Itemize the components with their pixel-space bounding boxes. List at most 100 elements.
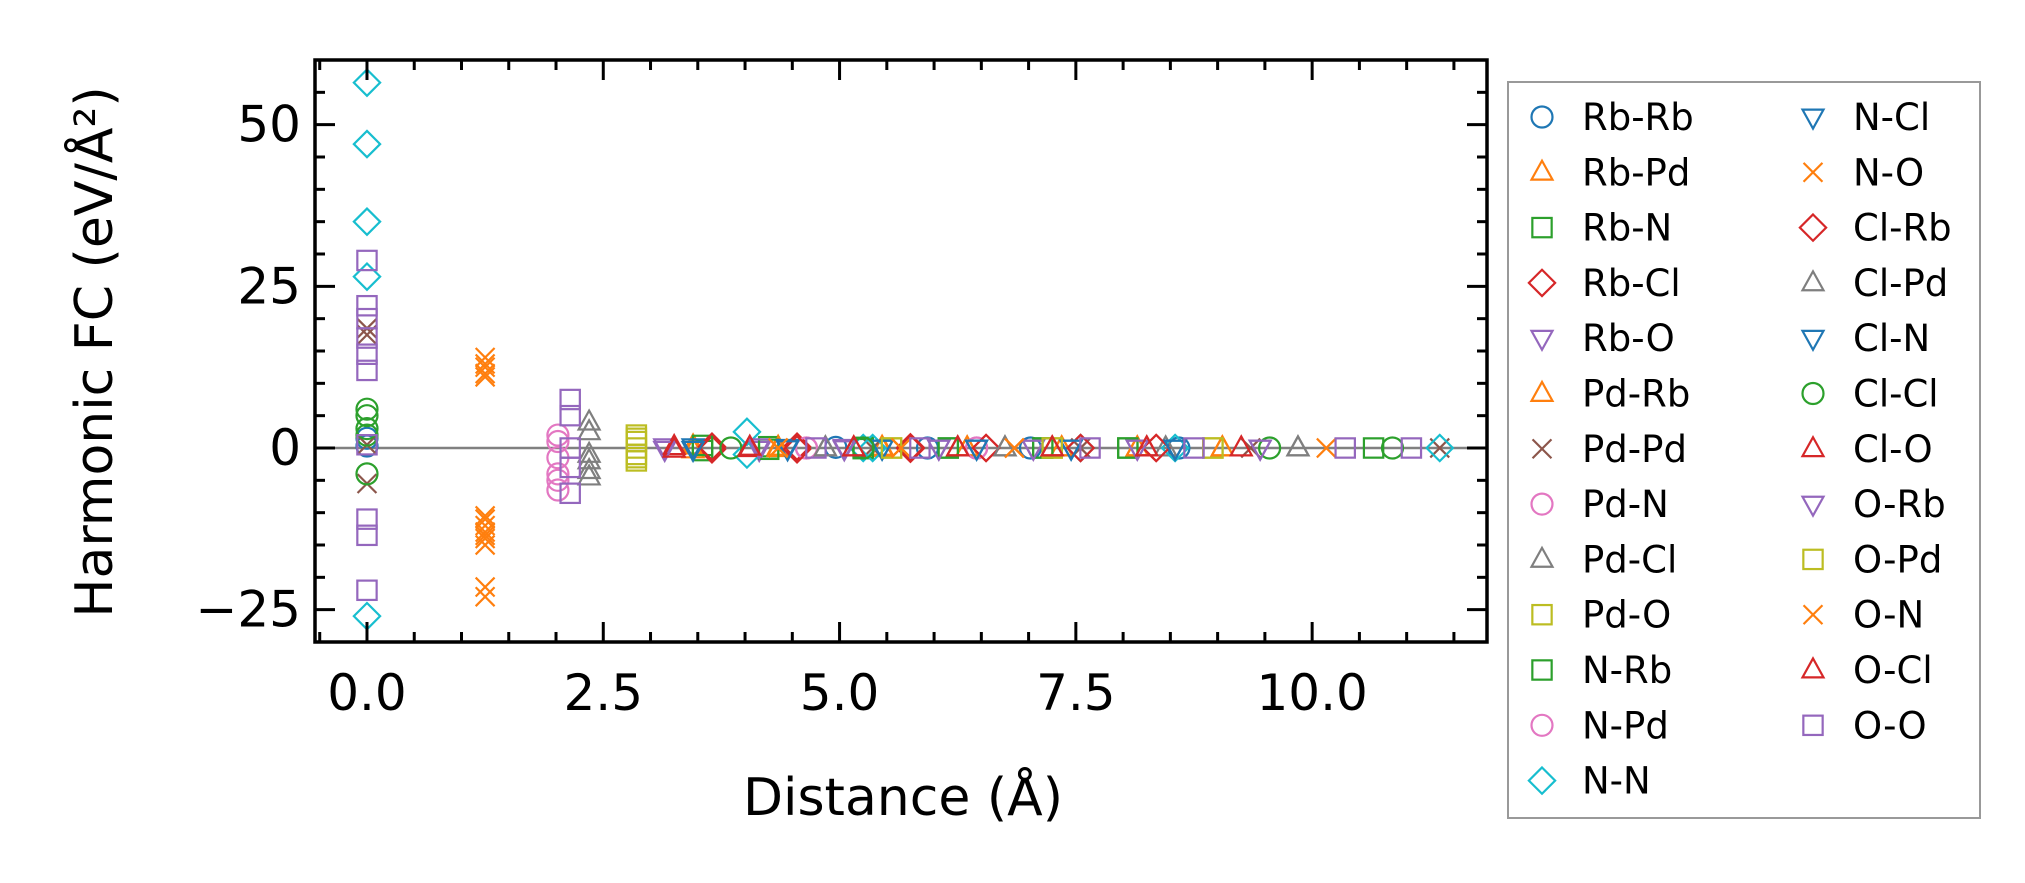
data-point [1117, 437, 1139, 459]
legend-label: Pd-O [1582, 594, 1671, 637]
data-point [1425, 433, 1455, 463]
data-point [474, 508, 496, 530]
legend-entry: Pd-N [1530, 483, 1669, 526]
data-point [971, 433, 1001, 463]
legend-label: Rb-O [1582, 317, 1675, 360]
x-tick-label: 5.0 [800, 664, 880, 722]
data-point [1020, 439, 1046, 462]
data-point [356, 327, 378, 349]
data-point [691, 434, 714, 457]
data-point [1380, 436, 1405, 460]
data-point [1247, 439, 1273, 462]
legend-entry: O-Pd [1802, 538, 1942, 581]
data-point [737, 433, 763, 456]
data-point [546, 462, 570, 486]
data-point [546, 429, 570, 454]
legend-entry: Pd-Rb [1529, 373, 1690, 416]
legend-label: N-Rb [1582, 649, 1672, 692]
data-point [746, 438, 772, 461]
data-point [945, 434, 971, 457]
legend-entry: Cl-Rb [1798, 207, 1952, 250]
legend-label: Rb-N [1582, 207, 1672, 250]
data-point [356, 359, 378, 382]
legend-marker [1529, 545, 1555, 568]
legend-marker [1530, 492, 1554, 516]
data-point [926, 439, 952, 462]
legend-label: Cl-Pd [1853, 262, 1948, 305]
data-point [890, 437, 912, 459]
legend-marker [1527, 765, 1557, 796]
legend-entry: N-Pd [1530, 704, 1669, 747]
legend-entry: O-Cl [1800, 649, 1933, 692]
x-tick-labels: 0.0 2.5 5.0 7.5 10.0 [327, 664, 1368, 722]
data-point [1141, 433, 1171, 463]
data-point [841, 434, 867, 457]
data-point [1285, 434, 1311, 457]
legend-label: N-Pd [1582, 704, 1669, 747]
data-point [625, 446, 648, 469]
data-point [355, 404, 379, 428]
data-point [356, 524, 378, 547]
legend-label: O-Pd [1853, 538, 1942, 581]
series-o-n [474, 353, 1025, 546]
data-point [1362, 437, 1385, 459]
legend-entry: Cl-N [1800, 317, 1930, 360]
legend-marker [1800, 329, 1826, 353]
legend-entry: N-N [1527, 760, 1651, 803]
legend-label: Rb-Pd [1582, 151, 1690, 194]
data-point [576, 447, 602, 470]
series-cl-pd [576, 418, 1311, 470]
data-point [355, 397, 379, 421]
series-o-rb [652, 438, 1273, 464]
data-point [352, 206, 382, 237]
legend-marker [1527, 268, 1557, 298]
legend-marker [1531, 659, 1553, 681]
data-point [1400, 437, 1423, 459]
legend-entry: Rb-N [1531, 207, 1672, 250]
axis-ticks [315, 58, 1487, 644]
data-point [1079, 437, 1101, 459]
y-axis-label: Harmonic FC (eV/Å²) [63, 86, 125, 617]
legend-marker [1531, 216, 1553, 239]
legend-frame [1507, 81, 1981, 819]
data-point [680, 438, 706, 461]
data-point [474, 586, 496, 607]
data-point [559, 482, 581, 505]
data-point [559, 388, 581, 411]
data-point [719, 436, 743, 460]
legend-marker [1802, 714, 1824, 737]
legend-marker [1802, 604, 1824, 625]
data-point [1258, 436, 1282, 460]
x-tick-label: 0.0 [327, 664, 407, 722]
legend-entry: Pd-Cl [1529, 538, 1677, 581]
legend-entry: Cl-Cl [1801, 373, 1939, 416]
data-markers [352, 67, 1455, 631]
data-point [474, 525, 496, 546]
data-point [352, 129, 382, 159]
data-point [576, 418, 602, 441]
data-point [1316, 437, 1337, 459]
data-point [1065, 433, 1096, 463]
data-point [1153, 434, 1179, 457]
legend-marker [1531, 603, 1553, 626]
data-point [474, 528, 496, 549]
data-point [652, 438, 678, 461]
legend-label: Pd-Rb [1582, 373, 1690, 416]
legend-label: O-Rb [1853, 483, 1946, 526]
data-point [992, 434, 1018, 457]
data-point [1134, 434, 1160, 457]
data-point [652, 440, 678, 464]
legend-label: Pd-Cl [1582, 538, 1677, 581]
data-point [680, 440, 706, 464]
data-point [546, 478, 570, 502]
data-point [1039, 434, 1065, 457]
data-point [1124, 439, 1150, 462]
series-o-o [356, 249, 1423, 602]
legend-entry: N-Cl [1800, 96, 1930, 139]
data-point [661, 432, 687, 456]
y-tick-label: −25 [195, 581, 301, 639]
data-point [1183, 437, 1205, 459]
data-point [474, 356, 496, 378]
data-point [352, 261, 382, 292]
x-tick-label: 10.0 [1256, 664, 1367, 722]
